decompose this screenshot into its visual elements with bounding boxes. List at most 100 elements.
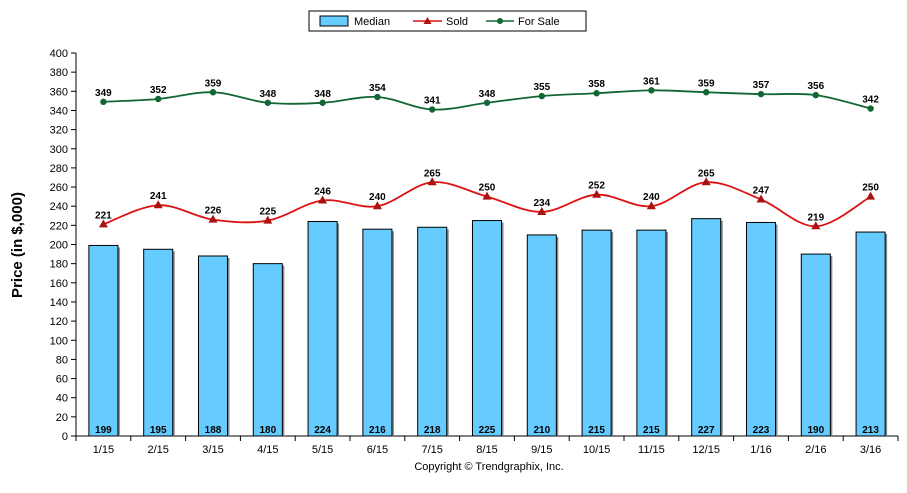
x-tick-label: 2/16 [805, 444, 826, 456]
marker-sold [427, 177, 437, 186]
y-tick-label: 20 [56, 412, 68, 424]
marker-sold [98, 219, 108, 228]
data-label-sold: 234 [533, 198, 550, 209]
data-label-forsale: 348 [314, 89, 331, 100]
bar-value-label: 216 [369, 425, 386, 436]
marker-sold [866, 191, 876, 200]
copyright-text: Copyright © Trendgraphix, Inc. [414, 461, 563, 473]
y-tick-label: 260 [50, 182, 68, 194]
data-label-sold: 240 [643, 192, 660, 203]
bar-median [197, 255, 229, 437]
data-label-forsale: 354 [369, 83, 386, 94]
data-label-forsale: 359 [205, 78, 222, 89]
marker-forsale [703, 89, 710, 96]
data-label-sold: 250 [862, 183, 879, 194]
data-label-sold: 247 [753, 185, 770, 196]
marker-forsale [812, 91, 819, 99]
bar-value-label: 224 [314, 425, 331, 436]
data-label-sold: 265 [424, 168, 441, 179]
x-tick-label: 2/15 [147, 444, 168, 456]
data-label-forsale: 355 [533, 82, 550, 93]
data-label-forsale: 359 [698, 78, 715, 89]
x-tick-label: 5/15 [312, 444, 333, 456]
marker-sold [318, 195, 328, 204]
data-label-sold: 241 [150, 191, 167, 202]
marker-forsale [155, 95, 162, 103]
bar-value-label: 225 [479, 425, 496, 436]
y-tick-label: 200 [50, 240, 68, 252]
y-tick-label: 240 [50, 201, 68, 213]
data-label-sold: 225 [259, 207, 276, 218]
x-tick-label: 6/15 [367, 444, 388, 456]
y-tick-label: 180 [50, 259, 68, 271]
plot-area: 0 20 40 60 80 100 120 140 160 180 200 220 240 260 280 3… [50, 48, 899, 456]
x-tick-label: 7/15 [421, 444, 442, 456]
marker-forsale [593, 90, 600, 97]
bar-value-label: 215 [588, 425, 605, 436]
data-label-sold: 252 [588, 181, 605, 192]
marker-forsale [264, 99, 271, 106]
bar-median [362, 228, 393, 437]
y-tick-label: 220 [50, 220, 68, 232]
data-label-forsale: 348 [259, 89, 276, 100]
y-tick-label: 320 [50, 125, 68, 137]
y-tick-label: 40 [56, 393, 68, 405]
x-tick-label: 1/16 [750, 444, 771, 456]
marker-sold [372, 201, 382, 210]
bar-median [143, 248, 174, 437]
data-label-forsale: 342 [862, 95, 879, 106]
marker-sold [811, 221, 821, 230]
marker-sold [263, 215, 273, 224]
bar-value-label: 195 [150, 425, 167, 436]
data-label-forsale: 341 [424, 95, 441, 106]
bar-value-label: 180 [259, 425, 276, 436]
marker-sold [592, 189, 602, 198]
bar-median [252, 263, 283, 437]
data-label-forsale: 358 [588, 79, 605, 90]
x-tick-label: 4/15 [257, 444, 278, 456]
bar-median [307, 221, 338, 437]
marker-sold [756, 194, 766, 203]
bar-median [471, 220, 503, 437]
data-label-sold: 226 [205, 206, 222, 217]
x-tick-label: 12/15 [692, 444, 720, 456]
marker-forsale [100, 98, 107, 106]
legend-median-swatch [319, 15, 349, 27]
marker-forsale [538, 92, 545, 100]
data-label-forsale: 361 [643, 76, 660, 87]
data-label-sold: 240 [369, 192, 386, 203]
legend-sold-label: Sold [446, 16, 468, 28]
bar-value-label: 210 [533, 425, 550, 436]
y-tick-label: 300 [50, 144, 68, 156]
marker-forsale [429, 106, 436, 113]
bar-value-label: 223 [753, 425, 770, 436]
bar-median [581, 229, 612, 437]
data-label-sold: 250 [479, 183, 496, 194]
marker-forsale [374, 93, 381, 101]
data-label-forsale: 349 [95, 88, 112, 99]
y-tick-label: 0 [62, 431, 68, 443]
bar-median [855, 231, 886, 437]
bar-median [417, 226, 448, 437]
data-label-forsale: 356 [807, 81, 824, 92]
data-label-sold: 265 [698, 168, 715, 179]
marker-forsale [867, 105, 874, 112]
y-tick-label: 140 [50, 297, 68, 309]
marker-forsale [319, 99, 326, 106]
y-tick-label: 160 [50, 278, 68, 290]
x-tick-label: 11/15 [638, 444, 665, 456]
marker-sold [153, 200, 163, 209]
bar-median [636, 229, 667, 437]
bar-median [526, 234, 557, 437]
x-tick-label: 3/15 [202, 444, 223, 456]
bar-value-label: 190 [807, 425, 824, 436]
marker-forsale [209, 89, 217, 96]
y-tick-label: 360 [50, 86, 68, 98]
data-label-sold: 246 [314, 186, 331, 197]
y-tick-label: 380 [50, 67, 68, 79]
marker-forsale [483, 99, 491, 106]
line-sold [103, 181, 872, 228]
bar-median [745, 221, 777, 437]
legend-median-label: Median [354, 16, 390, 28]
x-tick-label: 10/15 [583, 444, 611, 456]
